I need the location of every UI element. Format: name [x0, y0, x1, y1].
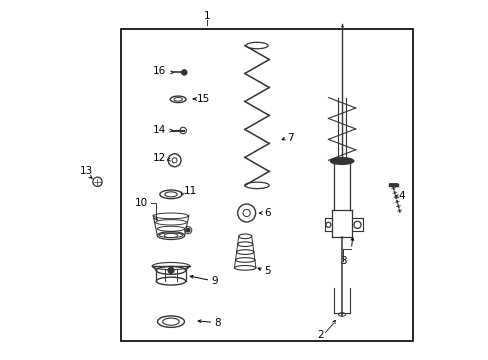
Text: 12: 12: [152, 153, 165, 163]
Text: 7: 7: [287, 133, 294, 143]
Text: 10: 10: [134, 198, 147, 208]
Bar: [121, 30, 412, 341]
Circle shape: [168, 267, 174, 273]
Text: 1: 1: [203, 12, 210, 22]
Text: 11: 11: [184, 186, 197, 196]
Ellipse shape: [330, 158, 353, 164]
Circle shape: [186, 228, 190, 232]
Text: 16: 16: [152, 66, 165, 76]
Text: 3: 3: [340, 256, 346, 266]
Text: 5: 5: [264, 266, 270, 276]
Text: 8: 8: [214, 319, 220, 328]
Text: 9: 9: [211, 276, 217, 286]
Text: 14: 14: [152, 125, 165, 135]
Text: 13: 13: [80, 166, 93, 176]
Text: 15: 15: [196, 94, 210, 104]
Text: 6: 6: [264, 208, 270, 218]
Text: 2: 2: [317, 330, 324, 340]
Circle shape: [182, 70, 186, 75]
Text: 4: 4: [398, 191, 405, 201]
